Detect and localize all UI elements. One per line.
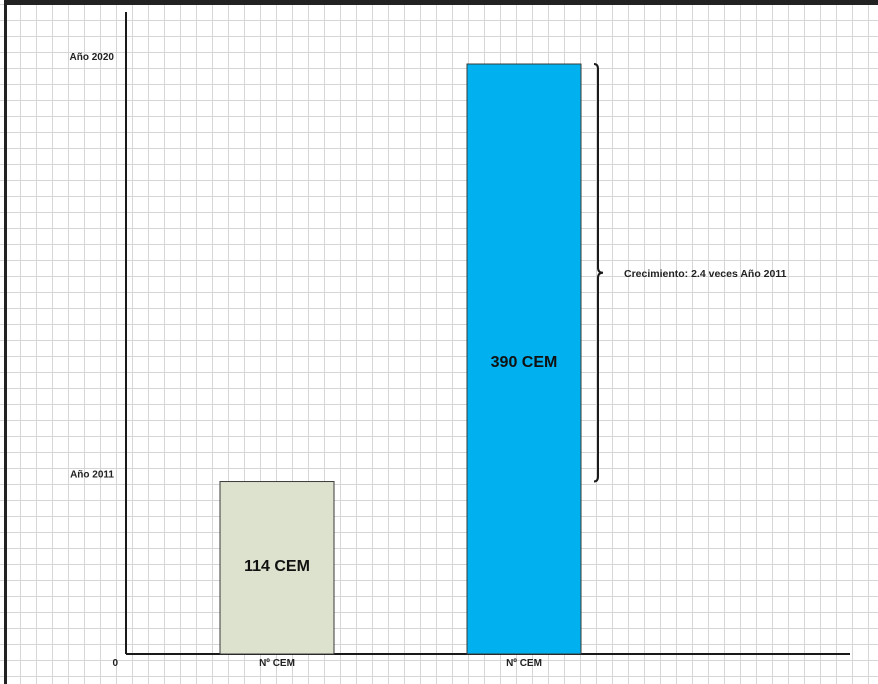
chart-labels: 114 CEM Nº CEM 390 CEM Nº CEM <box>244 354 557 669</box>
growth-annotation: Crecimiento: 2.4 veces Año 2011 <box>593 63 787 483</box>
bar-value-label: 114 CEM <box>244 558 310 575</box>
frame-border-left <box>4 0 7 684</box>
bar <box>219 481 335 655</box>
y-tick-label: 0 <box>112 658 118 669</box>
y-tick-label: Año 2020 <box>70 52 115 63</box>
chart-axes: 0 Año 2011 Año 2020 <box>70 12 850 669</box>
y-tick-label: Año 2011 <box>70 470 114 481</box>
growth-annotation-text: Crecimiento: 2.4 veces Año 2011 <box>624 268 787 280</box>
chart-bars <box>219 63 582 655</box>
frame-border-top <box>4 0 878 5</box>
bar <box>466 63 582 655</box>
bar-value-label: 390 CEM <box>491 354 558 371</box>
x-category-label: Nº CEM <box>506 658 542 669</box>
growth-brace <box>593 63 604 483</box>
x-category-label: Nº CEM <box>259 658 295 669</box>
